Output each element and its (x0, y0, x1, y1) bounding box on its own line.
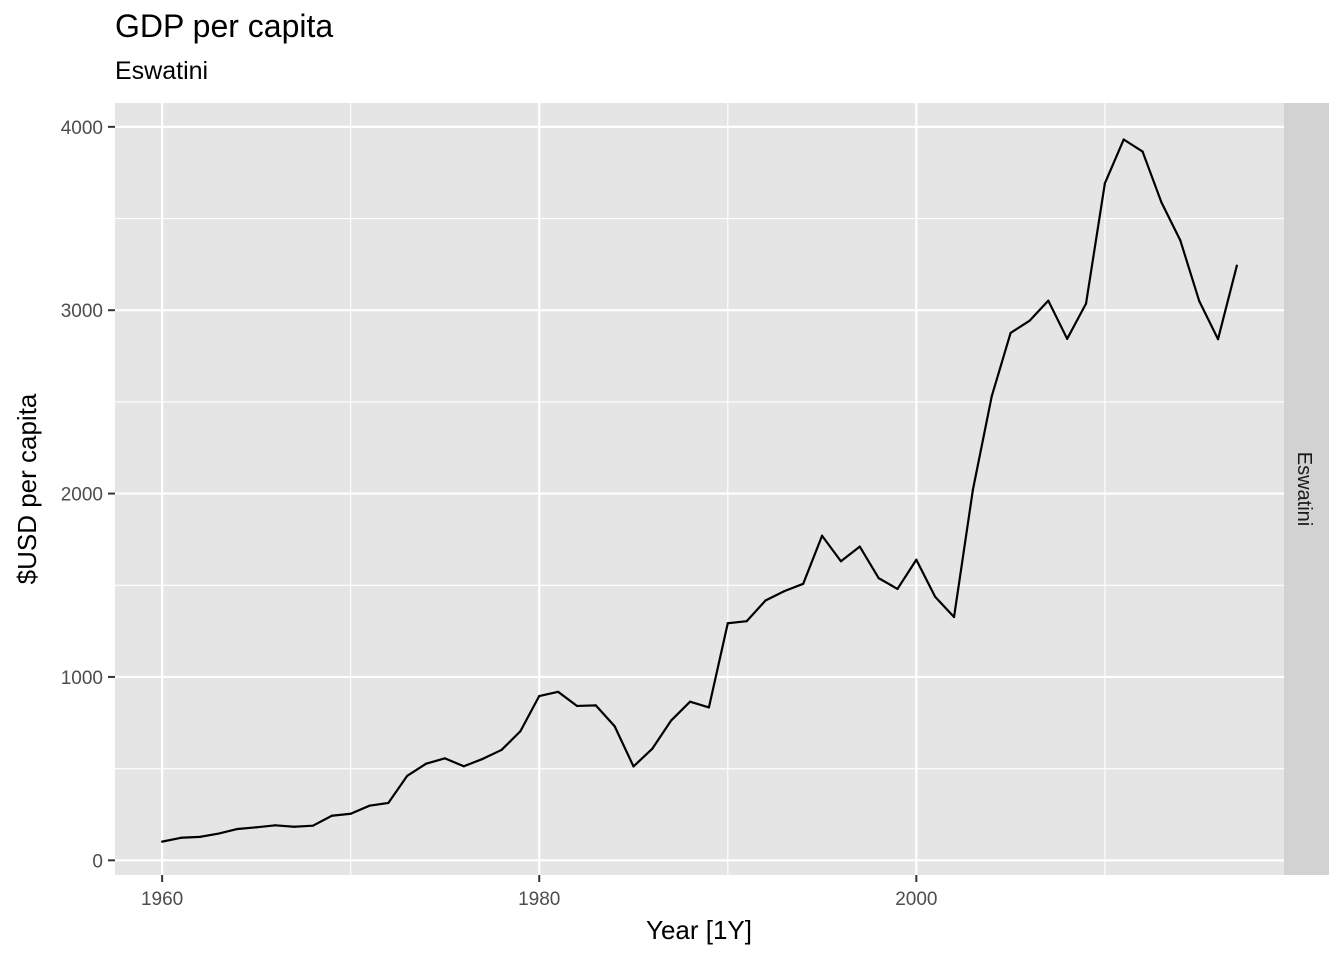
data-point (406, 774, 409, 777)
data-point (934, 595, 937, 598)
data-point (632, 765, 635, 768)
minor-gridlines (115, 103, 1284, 875)
data-point (425, 762, 428, 765)
data-point (990, 395, 993, 398)
y-tick-label: 1000 (61, 668, 103, 689)
data-point (783, 590, 786, 593)
data-point (1084, 302, 1088, 305)
data-point (1179, 239, 1182, 242)
chart-title: GDP per capita (115, 8, 334, 44)
major-gridlines (115, 103, 1284, 875)
data-point (255, 826, 258, 829)
data-point (1216, 338, 1220, 341)
data-point (161, 840, 164, 843)
data-point (198, 835, 201, 838)
data-point (971, 488, 975, 491)
data-point (707, 706, 711, 709)
y-tick-label: 2000 (61, 485, 103, 506)
data-point (764, 599, 767, 602)
y-axis-title: $USD per capita (12, 393, 42, 584)
data-point (179, 836, 183, 839)
data-point (443, 757, 447, 760)
facet-strip (1284, 103, 1329, 875)
data-point (1198, 299, 1201, 302)
data-point (1028, 319, 1031, 322)
data-point (481, 757, 484, 761)
data-point (387, 801, 390, 805)
data-point (462, 765, 465, 768)
x-axis-title: Year [1Y] (646, 915, 752, 945)
y-axis: 0 1000 2000 3000 4000 (61, 118, 115, 872)
data-point (217, 832, 220, 835)
data-point (802, 582, 805, 585)
data-point (575, 704, 579, 708)
data-point (349, 812, 352, 815)
data-point (1066, 337, 1069, 340)
data-point (745, 620, 748, 623)
data-point (1103, 182, 1106, 185)
data-point (1160, 201, 1163, 204)
data-point (1047, 299, 1050, 302)
data-point (651, 747, 654, 750)
data-point (274, 824, 277, 827)
data-point (896, 587, 899, 591)
series-line (161, 138, 1238, 843)
data-point (688, 700, 692, 703)
y-tick-label: 4000 (61, 118, 103, 139)
data-point (368, 804, 371, 807)
facet-strip-label: Eswatini (1293, 452, 1315, 526)
chart-subtitle: Eswatini (115, 57, 209, 85)
data-point (670, 719, 673, 722)
data-point (839, 560, 843, 563)
data-point (236, 827, 239, 831)
data-point (594, 704, 597, 707)
data-point (500, 748, 503, 752)
x-tick-label: 2000 (895, 889, 937, 910)
data-point (858, 545, 861, 548)
x-tick-label: 1960 (141, 889, 183, 910)
data-point (1141, 150, 1144, 153)
data-point (1122, 138, 1125, 141)
data-point (1009, 331, 1012, 335)
data-point (915, 558, 918, 561)
data-point (293, 825, 296, 828)
data-point (556, 690, 560, 693)
data-point (726, 622, 729, 625)
data-point (877, 577, 880, 580)
x-axis: 1960 1980 2000 (141, 875, 937, 910)
data-point (519, 730, 522, 733)
data-point (330, 814, 333, 817)
x-tick-label: 1980 (518, 889, 560, 910)
data-point (311, 824, 315, 827)
data-point (613, 725, 616, 728)
y-tick-label: 3000 (61, 301, 103, 322)
plot-panel (115, 103, 1284, 875)
data-point (952, 615, 956, 619)
data-points (161, 138, 1238, 843)
y-tick-label: 0 (92, 851, 103, 872)
data-point (538, 694, 541, 698)
data-point (1235, 264, 1238, 267)
data-point (820, 534, 824, 537)
